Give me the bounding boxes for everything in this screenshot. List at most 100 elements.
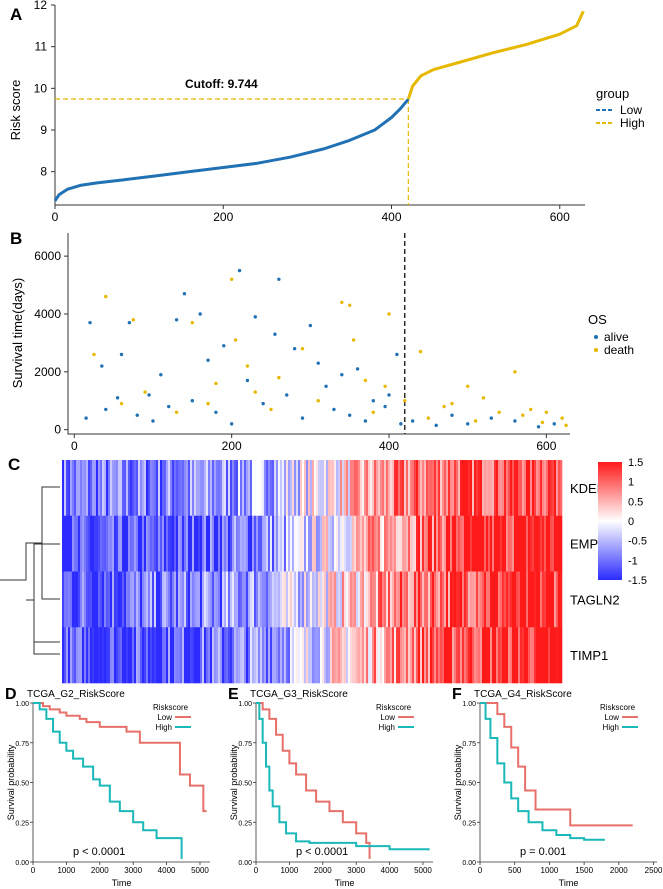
heatmap-cell [402,460,405,517]
heatmap-cell [70,571,73,628]
heatmap-cell [344,627,347,684]
heatmap-cell [432,460,435,517]
heatmap-cell [496,571,499,628]
panel-a-ylabel: Risk score [8,80,23,141]
panel-a-label: A [10,5,22,24]
heatmap-cell [506,571,509,628]
heatmap-cell [554,571,557,628]
heatmap-cell [262,515,265,572]
heatmap-cell [184,627,187,684]
heatmap-cell [436,515,439,572]
panel-b-point-alive [387,393,391,397]
heatmap-cell [336,627,339,684]
heatmap-cell [438,515,441,572]
colorbar-tick-label: -1 [628,555,638,567]
heatmap-cell [556,571,559,628]
heatmap-cell [204,515,207,572]
heatmap-cell [460,515,463,572]
heatmap-cell [208,460,211,517]
heatmap-cell [172,627,175,684]
heatmap-cell [248,571,251,628]
heatmap-cell [272,515,275,572]
heatmap-cell [356,460,359,517]
panel-d-pvalue: p < 0.0001 [73,846,125,858]
heatmap-cell [360,515,363,572]
heatmap-cell [550,460,553,517]
heatmap-cell [292,627,295,684]
heatmap-cell [336,460,339,517]
heatmap-cell [400,515,403,572]
heatmap-cell [492,515,495,572]
heatmap-cell [156,460,159,517]
heatmap-cell [308,460,311,517]
heatmap-cell [538,571,541,628]
heatmap-cell [312,571,315,628]
heatmap-cell [232,460,235,517]
panel-a: A Risk score 8 9 10 11 12 0 200 400 600 Cutoff: … [8,0,645,224]
heatmap-cell [420,460,423,517]
heatmap-cell [348,515,351,572]
heatmap-cell [524,515,527,572]
heatmap-cell [196,515,199,572]
heatmap-cell [66,515,69,572]
heatmap-cell [268,460,271,517]
heatmap-cell [150,571,153,628]
heatmap-cell [460,627,463,684]
heatmap-cell [214,515,217,572]
panel-c-colorbar-ticks: 1.5 1 0.5 0 -0.5 -1 -1.5 [628,457,647,587]
heatmap-cell [358,460,361,517]
heatmap-cell [514,571,517,628]
heatmap-cell [392,627,395,684]
heatmap-cell [448,571,451,628]
heatmap-cell [204,571,207,628]
heatmap-cell [510,460,513,517]
heatmap-cell [244,571,247,628]
heatmap-cell [482,460,485,517]
heatmap-cell [286,627,289,684]
heatmap-cell [542,515,545,572]
heatmap-cell [534,627,537,684]
panel-b-point-alive [237,268,242,273]
heatmap-cell [352,627,355,684]
heatmap-cell [62,571,65,628]
heatmap-cell [236,571,239,628]
heatmap-cell [192,571,195,628]
heatmap-cell [216,627,219,684]
heatmap-cell [288,515,291,572]
heatmap-cell [526,515,529,572]
heatmap-cell [212,460,215,517]
heatmap-cell [80,627,83,684]
panel-d-ytick-label: 1.00 [15,701,29,708]
heatmap-cell [550,515,553,572]
heatmap-cell [192,460,195,517]
heatmap-cell [498,571,501,628]
heatmap-cell [480,571,483,628]
heatmap-cell [316,571,319,628]
heatmap-cell [240,515,243,572]
heatmap-cell [274,627,277,684]
heatmap-cell [182,627,185,684]
heatmap-cell [78,571,81,628]
panel-d-xtick-label: 1000 [57,866,75,875]
heatmap-cell [470,627,473,684]
heatmap-cell [228,515,231,572]
heatmap-cell [436,627,439,684]
heatmap-cell [286,515,289,572]
heatmap-cell [480,460,483,517]
heatmap-cell [338,460,341,517]
heatmap-cell [130,627,133,684]
heatmap-cell [266,460,269,517]
heatmap-cell [348,627,351,684]
heatmap-cell [106,627,109,684]
heatmap-cell [104,571,107,628]
panel-f-label: F [452,686,462,703]
heatmap-cell [514,515,517,572]
heatmap-cell [178,460,181,517]
heatmap-cell [98,460,101,517]
heatmap-cell [362,515,365,572]
heatmap-cell [326,571,329,628]
panel-d-ytick-label: 0.75 [15,741,29,748]
heatmap-cell [554,627,557,684]
heatmap-cell [488,627,491,684]
heatmap-cell [334,460,337,517]
